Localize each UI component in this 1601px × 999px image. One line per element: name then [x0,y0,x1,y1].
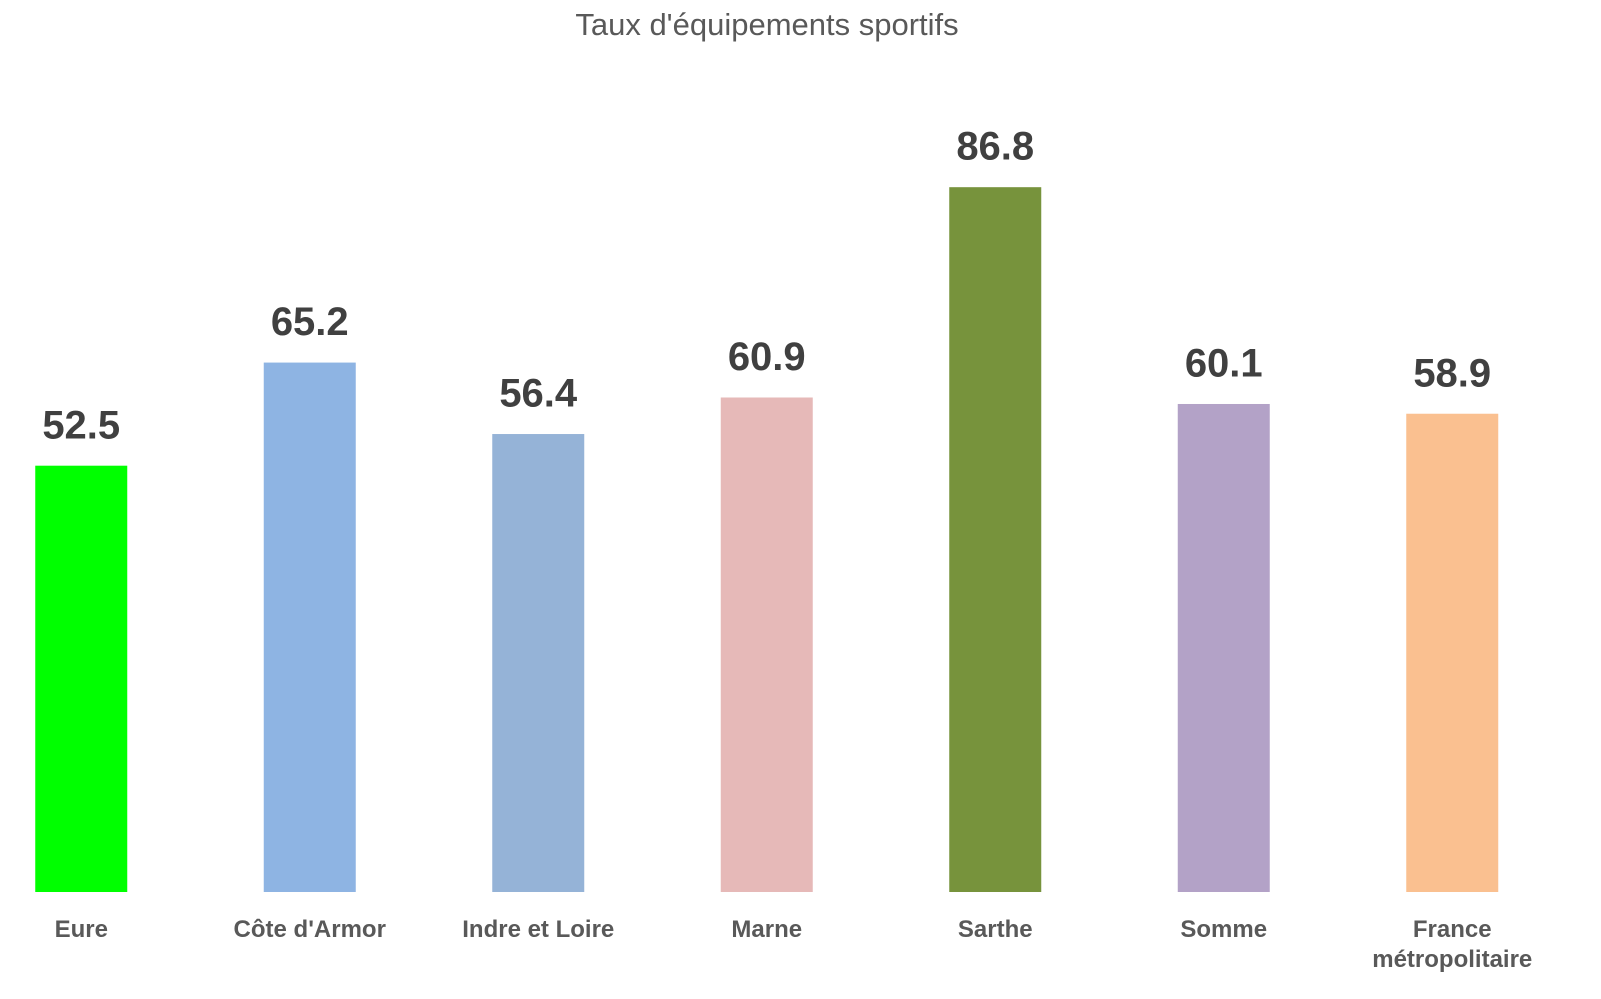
bar [949,187,1042,892]
x-tick-label: France métropolitaire [1372,916,1533,973]
value-label: 60.9 [728,335,806,379]
bar [1406,413,1499,892]
value-label: 52.5 [42,403,120,447]
bar [35,465,128,892]
value-label: 65.2 [271,300,349,344]
x-tick-label: Somme [1180,916,1268,943]
chart-title: Taux d'équipements sportifs [575,7,958,42]
bar [1177,403,1270,892]
x-tick-label: Eure [54,916,108,943]
value-label: 56.4 [499,372,578,416]
x-tick-label: Marne [731,916,803,943]
value-label: 86.8 [956,125,1034,169]
value-label: 58.9 [1413,351,1491,395]
x-tick-label: Indre et Loire [462,916,615,943]
x-tick-label: Côte d'Armor [233,916,386,943]
value-label: 60.1 [1185,342,1263,386]
bar [263,362,356,892]
bar [720,397,813,892]
bar [492,434,585,892]
x-tick-label: Sarthe [957,916,1033,943]
